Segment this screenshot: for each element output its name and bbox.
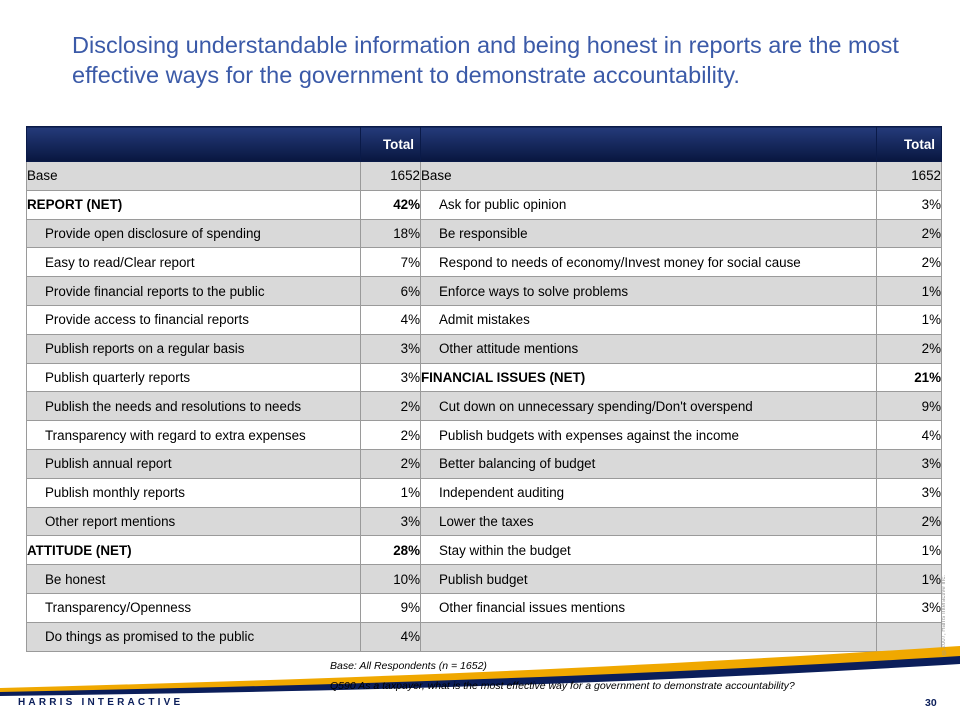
table-header-row: Total Total [26,126,942,162]
right-item-value: 3% [876,592,942,623]
table-row: Publish quarterly reports 3% FINANCIAL ISS… [26,362,942,393]
left-item-value: 3% [360,506,421,537]
left-item-label: Publish annual report [26,448,361,479]
right-item-value: 2% [876,247,942,278]
right-item-label: Publish budget [420,564,877,594]
left-item-value: 4% [360,304,421,335]
left-item-value: 2% [360,420,421,450]
left-item-label: REPORT (NET) [26,189,361,220]
right-item-value: 2% [876,506,942,537]
right-item-value: 1% [876,564,942,594]
left-item-label: Transparency/Openness [26,592,361,623]
brand-logo-text: HARRIS INTERACTIVE [18,697,184,708]
page-title: Disclosing understandable information an… [72,32,899,88]
left-item-label: Publish quarterly reports [26,362,361,393]
right-item-value: 3% [876,448,942,479]
right-item-value: 4% [876,420,942,450]
table-row: REPORT (NET) 42% Ask for public opinion 3% [26,189,942,220]
left-item-value: 1652 [360,161,421,191]
right-item-value: 9% [876,391,942,422]
table-row: Provide financial reports to the public 6… [26,276,942,306]
table-row: Publish reports on a regular basis 3% Othe… [26,333,942,364]
left-item-label: ATTITUDE (NET) [26,535,361,566]
table-row: ATTITUDE (NET) 28% Stay within the budget 1… [26,535,942,566]
left-item-label: Base [26,161,361,191]
table-row: Provide open disclosure of spending 18% Be… [26,218,942,249]
right-item-value: 2% [876,333,942,364]
table-row: Publish the needs and resolutions to nee… [26,391,942,422]
table-row: Provide access to financial reports 4% Adm… [26,304,942,335]
right-item-label: Independent auditing [420,477,877,508]
right-item-label: Stay within the budget [420,535,877,566]
right-item-label: Lower the taxes [420,506,877,537]
right-item-value: 3% [876,477,942,508]
header-right-label [420,126,877,162]
left-item-value: 2% [360,391,421,422]
left-item-value: 7% [360,247,421,278]
right-item-label: Be responsible [420,218,877,249]
left-item-label: Provide financial reports to the public [26,276,361,306]
table-row: Transparency with regard to extra expens… [26,420,942,450]
right-item-value [876,621,942,652]
results-table: Total Total Base 1652 Base 1652 REPORT (NET)… [26,126,942,652]
table-row: Do things as promised to the public 4% [26,621,942,652]
right-item-value: 1% [876,276,942,306]
left-item-value: 2% [360,448,421,479]
left-item-value: 42% [360,189,421,220]
header-left-total: Total [360,126,421,162]
left-item-label: Transparency with regard to extra expens… [26,420,361,450]
right-item-value: 1% [876,535,942,566]
header-right-total: Total [876,126,942,162]
table-row: Easy to read/Clear report 7% Respond to ne… [26,247,942,278]
left-item-label: Easy to read/Clear report [26,247,361,278]
left-item-value: 9% [360,592,421,623]
right-item-label: FINANCIAL ISSUES (NET) [420,362,877,393]
right-item-value: 2% [876,218,942,249]
right-item-value: 21% [876,362,942,393]
table-row: Other report mentions 3% Lower the taxes 2% [26,506,942,537]
left-item-value: 3% [360,362,421,393]
right-item-label: Admit mistakes [420,304,877,335]
left-item-value: 18% [360,218,421,249]
left-item-label: Provide open disclosure of spending [26,218,361,249]
left-item-value: 1% [360,477,421,508]
left-item-value: 10% [360,564,421,594]
table-body: Base 1652 Base 1652 REPORT (NET) 42% Ask for p… [26,161,942,652]
right-item-label: Other attitude mentions [420,333,877,364]
right-item-value: 3% [876,189,942,220]
table-row: Transparency/Openness 9% Other financial i… [26,592,942,623]
left-item-label: Publish the needs and resolutions to nee… [26,391,361,422]
left-item-label: Publish monthly reports [26,477,361,508]
right-item-label: Respond to needs of economy/Invest money… [420,247,877,278]
right-item-label: Ask for public opinion [420,189,877,220]
left-item-label: Other report mentions [26,506,361,537]
right-item-label: Enforce ways to solve problems [420,276,877,306]
question-footnote: Q590 As a taxpayer, what is the most eff… [330,680,795,692]
right-item-label: Cut down on unnecessary spending/Don't o… [420,391,877,422]
right-item-value: 1% [876,304,942,335]
left-item-label: Be honest [26,564,361,594]
base-footnote: Base: All Respondents (n = 1652) [330,660,487,672]
copyright-notice: ©2007, Harris Interactive Inc. [941,575,947,655]
left-item-label: Publish reports on a regular basis [26,333,361,364]
header-left-label [26,126,361,162]
right-item-label: Base [420,161,877,191]
right-item-label [420,621,877,652]
table-row: Base 1652 Base 1652 [26,161,942,191]
table-row: Publish annual report 2% Better balancing … [26,448,942,479]
left-item-value: 28% [360,535,421,566]
right-item-value: 1652 [876,161,942,191]
left-item-value: 6% [360,276,421,306]
table-row: Publish monthly reports 1% Independent aud… [26,477,942,508]
table-row: Be honest 10% Publish budget 1% [26,564,942,594]
page-number: 30 [925,697,937,709]
left-item-value: 3% [360,333,421,364]
left-item-label: Do things as promised to the public [26,621,361,652]
right-item-label: Other financial issues mentions [420,592,877,623]
left-item-label: Provide access to financial reports [26,304,361,335]
right-item-label: Publish budgets with expenses against th… [420,420,877,450]
right-item-label: Better balancing of budget [420,448,877,479]
footer-wave-graphic [0,646,960,720]
